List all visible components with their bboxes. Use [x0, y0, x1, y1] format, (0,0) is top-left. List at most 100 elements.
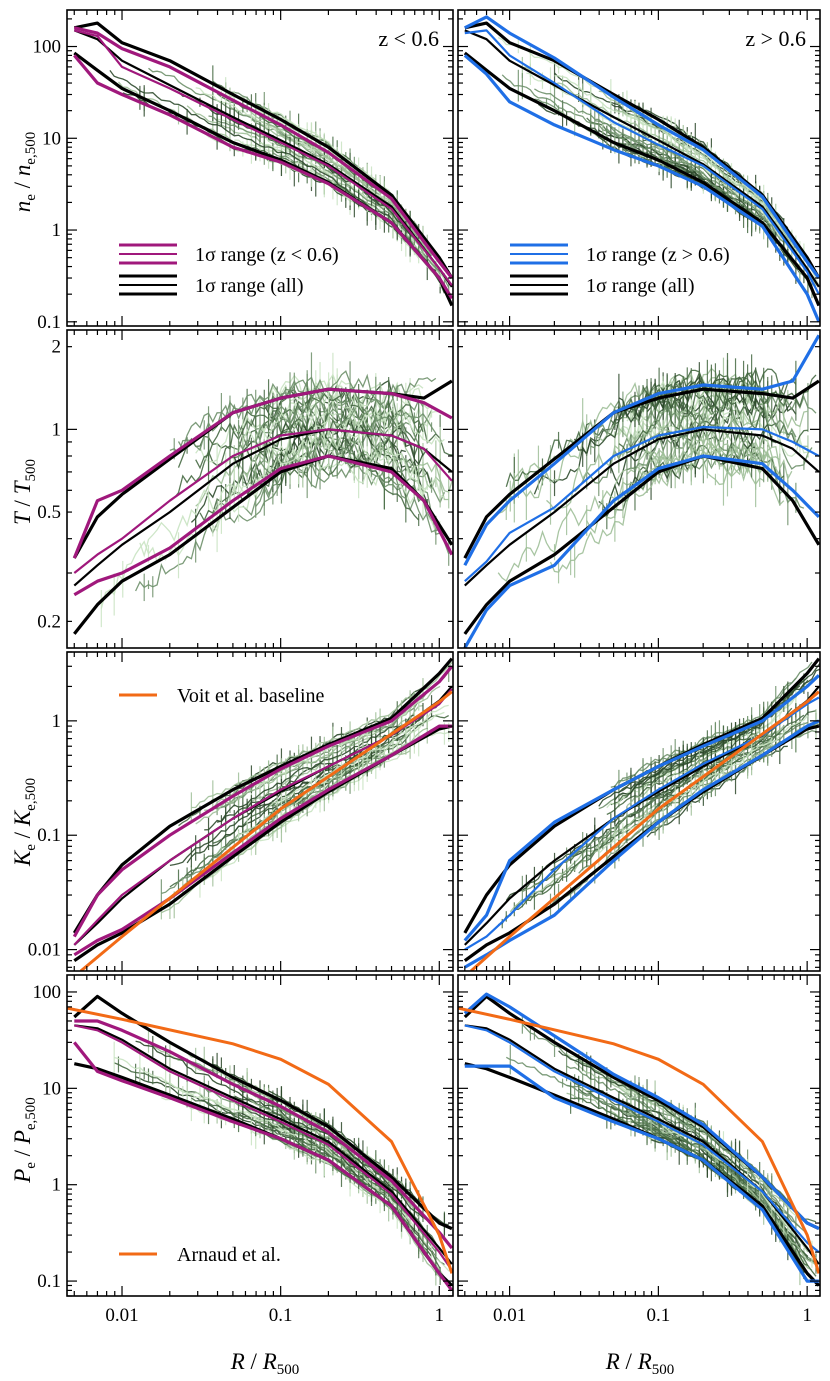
cluster-profile: [505, 371, 769, 487]
band-upper-line: [463, 674, 820, 942]
band-all: [463, 379, 820, 635]
cluster-profile: [242, 398, 445, 445]
ylabel-k: Ke / Ke,500: [10, 778, 39, 867]
band-upper-line: [464, 15, 820, 279]
band-upper-line: [463, 992, 820, 1231]
baseline-line: [458, 1006, 820, 1274]
cluster-profile: [229, 105, 415, 232]
panel-T-highz: [457, 329, 821, 649]
panel-frame: [66, 9, 454, 327]
cluster-profile: [259, 1106, 394, 1193]
band-upper-line: [73, 26, 453, 279]
y-tick-label: 1: [52, 419, 62, 440]
band-median-line: [464, 29, 820, 295]
band-median-line: [73, 428, 453, 574]
baseline-line: [79, 690, 453, 971]
cluster-profile: [606, 733, 756, 815]
plot-area: [72, 657, 453, 971]
y-tick-label: 100: [33, 37, 62, 58]
baseline-legend: Arnaud et al.: [119, 1244, 281, 1266]
cluster-profile: [216, 725, 398, 823]
panel-K-highz: [457, 651, 821, 972]
cluster-profile: [272, 734, 407, 807]
y-ticks: 0.1 1 10 100: [33, 18, 453, 333]
band-upper-line: [72, 657, 453, 934]
redshift-label: z < 0.6: [378, 26, 439, 51]
cluster-profile: [642, 1108, 801, 1236]
y-tick-label: 1: [52, 711, 62, 732]
cluster-profile: [246, 1095, 420, 1218]
plot-area: [458, 992, 820, 1287]
band-lower-line: [73, 54, 453, 300]
x-tick-label: 0.01: [493, 1305, 526, 1326]
band-subsample: [73, 26, 453, 300]
cluster-profile: [246, 441, 420, 521]
y-tick-label: 0.1: [37, 1271, 61, 1292]
y-tick-label: 2: [52, 337, 62, 358]
band-median-line: [464, 425, 820, 583]
individual-profiles: [498, 661, 820, 929]
cluster-profile: [195, 87, 424, 244]
panel-T-lowz: 0.2 0.5 1 2: [37, 329, 454, 649]
band-upper-line: [72, 387, 453, 559]
plot-area: [463, 657, 820, 971]
plot-area: [73, 21, 453, 307]
panel-frame: [66, 974, 454, 1297]
cluster-profile: [598, 714, 809, 854]
cluster-profile: [139, 425, 445, 558]
y-tick-label: 0.1: [37, 312, 61, 333]
band-lower-line: [463, 54, 820, 323]
band-subsample: [463, 15, 820, 323]
cluster-profile: [263, 418, 406, 466]
legend-label: 1σ range (z < 0.6): [195, 244, 339, 266]
x-tick-label: 0.1: [646, 1305, 670, 1326]
cluster-profile: [182, 727, 428, 887]
band-median-line: [74, 29, 453, 286]
band-median-line: [464, 428, 820, 587]
band-subsample: [73, 1019, 453, 1292]
cluster-profile: [161, 1097, 411, 1238]
y-tick-label: 1: [52, 220, 62, 241]
band-subsample: [463, 334, 820, 648]
individual-profiles: [100, 352, 453, 628]
y-ticks: [458, 991, 820, 1297]
band-lower-line: [73, 1041, 453, 1292]
x-ticks: [464, 652, 808, 971]
cluster-profile: [626, 1113, 817, 1266]
panel-P-highz: 0.01 0.1 1: [457, 974, 821, 1326]
cluster-profile: [268, 704, 449, 809]
panel-frame: [66, 329, 454, 649]
x-ticks: [73, 330, 440, 648]
cluster-profile: [614, 668, 820, 801]
panels: 0.1 1 10 100 z < 0.6 1σ range (z < 0.6) 1σ ran…: [28, 9, 821, 1326]
y-tick-label: 10: [42, 1078, 61, 1099]
legend: 1σ range (z > 0.6) 1σ range (all): [510, 243, 730, 297]
cluster-profile: [514, 714, 805, 911]
ylabel-t: T / T500: [10, 459, 39, 525]
band-upper-line: [464, 21, 820, 279]
y-ticks: 0.2 0.5 1 2: [37, 337, 453, 632]
cluster-profile: [177, 373, 424, 451]
plot-area: [463, 334, 820, 648]
legend-label: Voit et al. baseline: [177, 685, 324, 707]
x-axis-labels: R / R500 R / R500: [230, 1349, 675, 1378]
cluster-profile: [638, 426, 777, 473]
band-lower-line: [73, 51, 453, 307]
band-median-line: [73, 685, 453, 946]
cluster-profile: [610, 441, 781, 497]
band-upper-line: [73, 994, 453, 1231]
band-median-line: [464, 29, 820, 288]
band-all: [73, 994, 453, 1287]
cluster-profile: [505, 1056, 781, 1223]
cluster-profile: [578, 1088, 817, 1265]
cluster-profile: [221, 671, 450, 808]
cluster-profile: [169, 701, 441, 867]
panel-frame: [457, 9, 821, 327]
cluster-profile: [264, 126, 390, 206]
cluster-profile: [498, 734, 777, 926]
plot-area: [67, 994, 453, 1292]
y-tick-label: 0.1: [37, 825, 61, 846]
y-ticks: 0.01 0.1 1: [28, 651, 453, 968]
